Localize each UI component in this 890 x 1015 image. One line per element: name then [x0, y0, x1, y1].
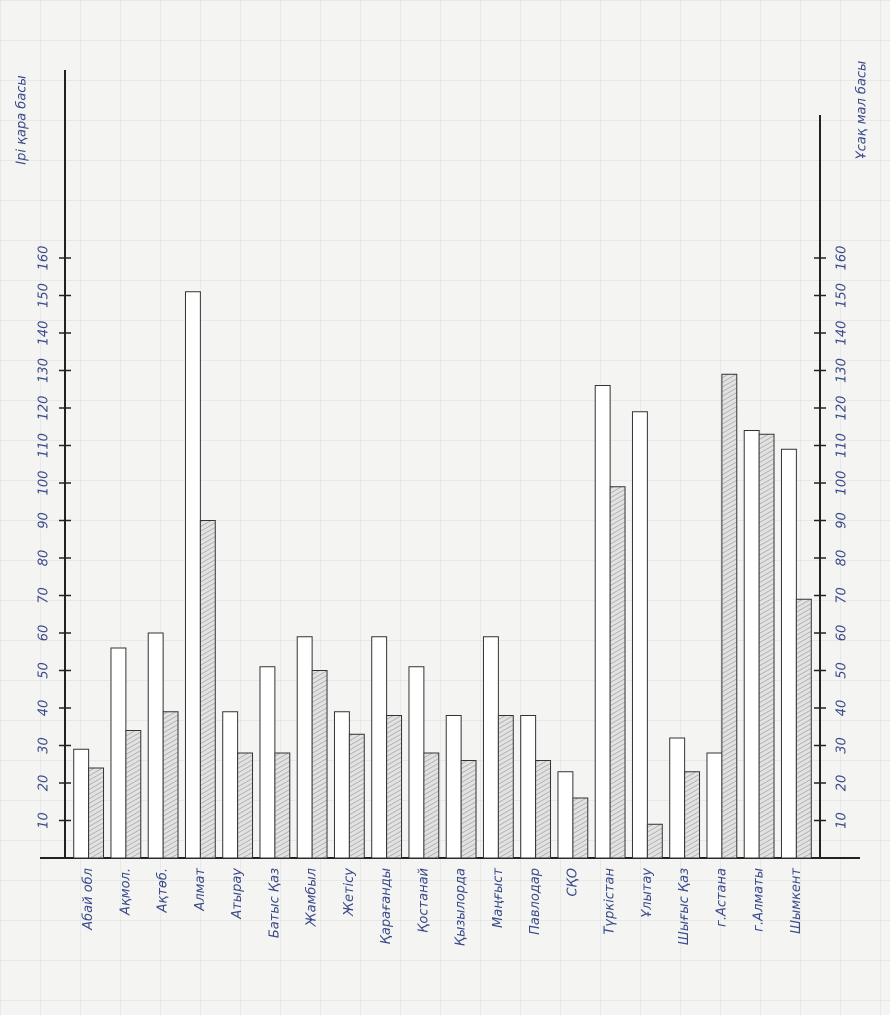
bar [631, 411, 648, 859]
x-tick-label: Шымкент [789, 868, 804, 934]
y2-tick-label: 50 [835, 662, 850, 679]
x-tick-label: Жамбыл [305, 868, 320, 927]
y-tick-label: 160 [37, 246, 52, 271]
bar [497, 715, 514, 859]
bar [706, 752, 723, 859]
x-tick-label: Маңғыст [491, 868, 506, 928]
y2-tick-label: 30 [835, 737, 850, 754]
y-tick-label: 50 [37, 662, 52, 679]
bar [237, 752, 254, 859]
x-tick-label: Қызылорда [454, 868, 469, 946]
y-tick-label: 120 [37, 396, 52, 421]
y2-tick-label: 20 [835, 775, 850, 792]
bar [259, 666, 276, 859]
y2-tick-label: 40 [835, 700, 850, 717]
x-tick-label: г.Алматы [752, 868, 767, 932]
bar [535, 760, 552, 859]
x-tick-label: Ақмол. [118, 868, 133, 916]
y-tick-label: 60 [37, 625, 52, 642]
bar [222, 711, 239, 859]
y2-axis-title: Ұсақ мал басы [855, 61, 870, 160]
bar [110, 647, 127, 859]
bar [780, 448, 797, 859]
y-tick-label: 140 [37, 321, 52, 346]
y-tick-label: 90 [37, 512, 52, 529]
x-tick-label: Ақтөб. [156, 868, 171, 913]
x-tick-label: Алмат [193, 868, 208, 912]
y-tick-label: 10 [37, 812, 52, 829]
bar [594, 385, 611, 859]
y-tick-label: 110 [37, 433, 52, 458]
bar [684, 771, 701, 859]
bar [73, 748, 90, 859]
y2-tick-label: 110 [835, 433, 850, 458]
y-axis-title: Ірі қара басы [15, 75, 30, 164]
bar [520, 715, 537, 859]
bar [199, 520, 216, 859]
y2-tick-label: 160 [835, 246, 850, 271]
bar [758, 433, 775, 859]
x-tick-label: Қостанай [416, 868, 431, 933]
y2-tick-label: 60 [835, 625, 850, 642]
x-tick-label: Абай обл [81, 868, 96, 931]
bar [423, 752, 440, 859]
x-tick-label: Шығыс Қаз [677, 868, 692, 945]
y2-tick-label: 10 [835, 812, 850, 829]
bar [147, 632, 164, 859]
bar [572, 797, 589, 859]
bar [125, 730, 142, 859]
x-tick-label: Батыс Қаз [267, 868, 282, 938]
x-tick-label: Павлодар [528, 868, 543, 935]
y2-tick-label: 150 [835, 283, 850, 308]
bar [311, 670, 328, 859]
bar [743, 430, 760, 859]
bar [557, 771, 574, 859]
bar [482, 636, 499, 859]
y-tick-label: 80 [37, 550, 52, 567]
y-tick-label: 150 [37, 283, 52, 308]
x-tick-label: Ұлытау [640, 868, 655, 918]
y-tick-label: 30 [37, 737, 52, 754]
bar [274, 752, 291, 859]
bar [371, 636, 388, 859]
y-tick-label: 70 [37, 587, 52, 604]
bar [296, 636, 313, 859]
y-tick-label: 100 [37, 471, 52, 496]
y-tick-label: 40 [37, 700, 52, 717]
bar [795, 598, 812, 859]
y2-tick-label: 130 [835, 358, 850, 383]
y-tick-label: 20 [37, 775, 52, 792]
y2-tick-label: 140 [835, 321, 850, 346]
x-tick-label: Жетісу [342, 868, 357, 917]
y2-tick-label: 120 [835, 396, 850, 421]
x-tick-label: СҚО [565, 868, 580, 897]
x-tick-label: Түркістан [603, 868, 618, 935]
y2-tick-label: 80 [835, 550, 850, 567]
y2-tick-label: 90 [835, 512, 850, 529]
bar [348, 733, 365, 859]
x-tick-label: г.Астана [714, 868, 729, 927]
bar [460, 760, 477, 859]
y2-tick-label: 70 [835, 587, 850, 604]
bar [669, 737, 686, 859]
bar [646, 823, 663, 859]
x-tick-label: Атырау [230, 868, 245, 920]
bar [408, 666, 425, 859]
bar [445, 715, 462, 859]
bar [333, 711, 350, 859]
bar [184, 291, 201, 859]
x-tick-label: Қарағанды [379, 868, 394, 944]
y2-tick-label: 100 [835, 471, 850, 496]
bar [721, 373, 738, 859]
bar [386, 715, 403, 859]
bar [88, 767, 105, 859]
bar [162, 711, 179, 859]
y-tick-label: 130 [37, 358, 52, 383]
bar [609, 486, 626, 859]
